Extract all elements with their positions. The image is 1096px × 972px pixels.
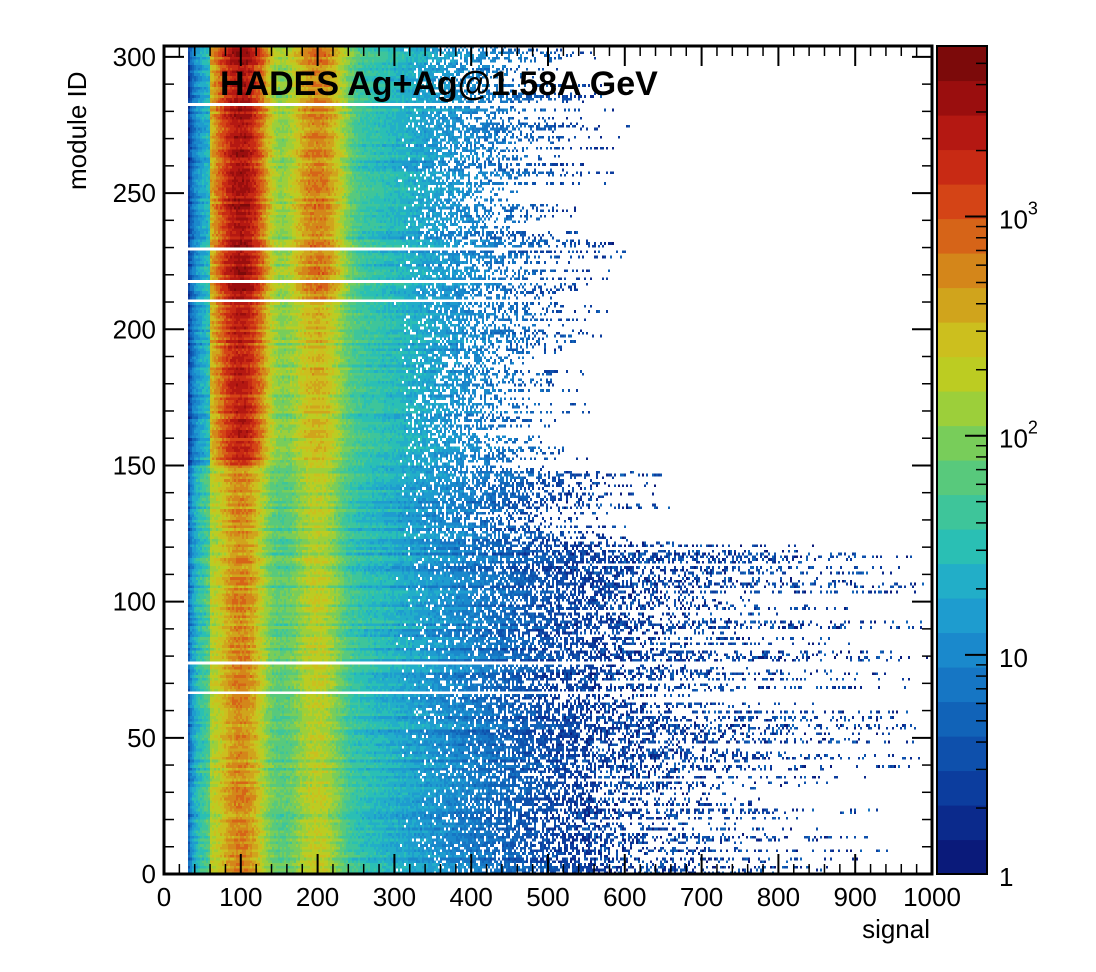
color-scale-tick-label: 10 bbox=[999, 643, 1028, 673]
color-scale-bar bbox=[937, 46, 987, 875]
chart-title: HADES Ag+Ag@1.58A GeV bbox=[220, 65, 658, 103]
color-scale-segment bbox=[937, 184, 987, 220]
color-scale-segment bbox=[937, 839, 987, 875]
y-tick-label: 200 bbox=[113, 314, 156, 344]
color-scale-segment bbox=[937, 391, 987, 427]
x-tick-label: 600 bbox=[603, 882, 646, 912]
heatmap-cells bbox=[164, 46, 932, 874]
x-axis: 0 100 200 300 400 500 600 700 800 900 1000 bbox=[157, 46, 961, 912]
x-tick-label: 500 bbox=[526, 882, 569, 912]
color-scale-segment bbox=[937, 356, 987, 392]
color-scale-segment bbox=[937, 770, 987, 806]
color-scale-tick-exponent: 2 bbox=[1028, 418, 1038, 438]
y-tick-label: 300 bbox=[113, 42, 156, 72]
color-scale-segment bbox=[937, 805, 987, 841]
y-tick-label: 50 bbox=[127, 723, 156, 753]
color-scale-segment bbox=[937, 598, 987, 634]
color-scale-segment bbox=[937, 322, 987, 358]
y-axis: 0 50 100 150 200 250 300 bbox=[113, 42, 932, 889]
color-scale-frame bbox=[936, 45, 988, 875]
x-tick-label: 0 bbox=[157, 882, 171, 912]
x-axis-label: signal bbox=[862, 914, 930, 944]
y-tick-label: 100 bbox=[113, 587, 156, 617]
x-tick-label: 800 bbox=[757, 882, 800, 912]
x-tick-label: 400 bbox=[450, 882, 493, 912]
x-tick-label: 700 bbox=[680, 882, 723, 912]
y-tick-label: 250 bbox=[113, 178, 156, 208]
x-tick-label: 900 bbox=[834, 882, 877, 912]
color-scale-segment bbox=[937, 529, 987, 565]
x-tick-label: 200 bbox=[296, 882, 339, 912]
color-scale-segment bbox=[937, 632, 987, 668]
y-tick-label: 0 bbox=[142, 859, 156, 889]
color-scale-segment bbox=[937, 460, 987, 496]
color-scale-segment bbox=[937, 218, 987, 254]
color-scale-segment bbox=[937, 667, 987, 703]
color-scale-tick-label: 103 bbox=[999, 199, 1038, 235]
color-scale-segment bbox=[937, 80, 987, 116]
color-scale-segment bbox=[937, 287, 987, 323]
color-scale-segment bbox=[937, 425, 987, 461]
heatmap-plot-area bbox=[164, 46, 932, 874]
y-axis-label: module ID bbox=[62, 72, 92, 191]
x-tick-label: 300 bbox=[373, 882, 416, 912]
color-scale-segment bbox=[937, 115, 987, 151]
x-tick-label: 100 bbox=[219, 882, 262, 912]
color-scale-segment bbox=[937, 563, 987, 599]
x-tick-label: 1000 bbox=[903, 882, 961, 912]
color-scale-tick-label: 1 bbox=[999, 862, 1013, 892]
color-scale-segment bbox=[937, 494, 987, 530]
y-tick-label: 150 bbox=[113, 450, 156, 480]
color-scale-tick-label: 102 bbox=[999, 418, 1038, 454]
color-scale-tick-exponent: 3 bbox=[1028, 199, 1038, 219]
color-scale-segment bbox=[937, 736, 987, 772]
color-scale-segment bbox=[937, 701, 987, 737]
color-scale-segment bbox=[937, 149, 987, 185]
